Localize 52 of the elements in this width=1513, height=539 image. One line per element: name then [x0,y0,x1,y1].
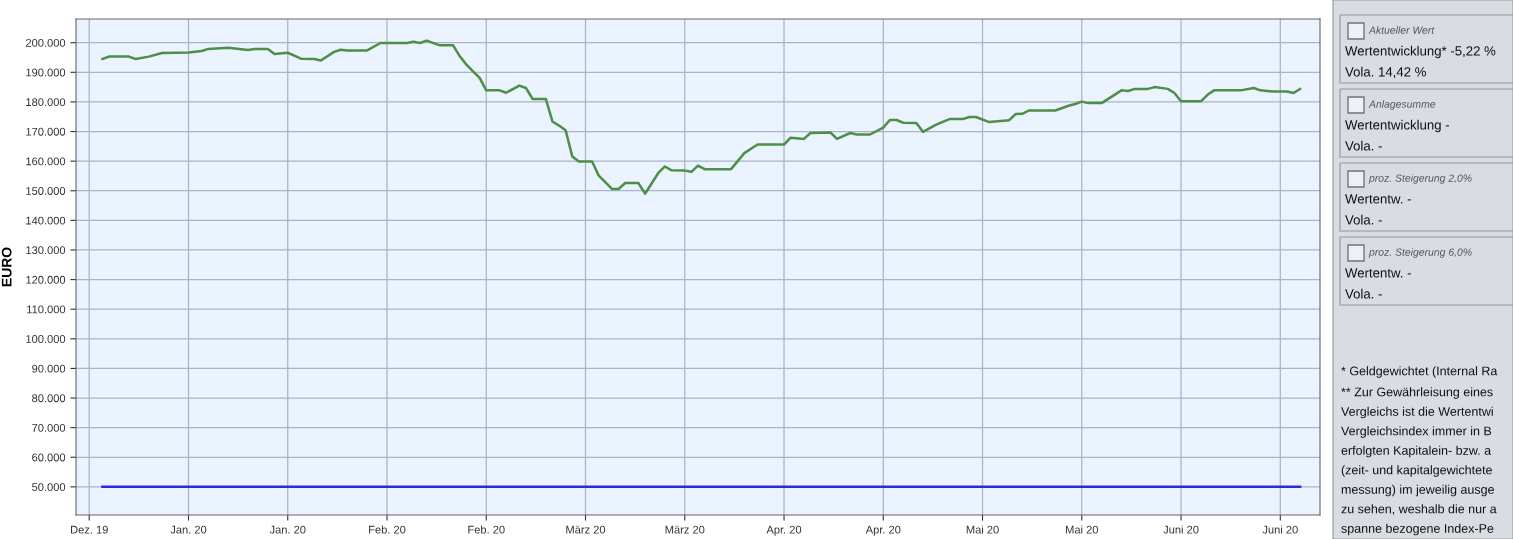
text: Wertentwicklung - [1345,119,1450,133]
y-tick-label: 110.000 [27,305,66,314]
x-tick-label: Jan. 20 [269,525,306,534]
text: ** Zur Gewährleisung eines [1341,387,1493,399]
text: Vergleichs ist die Wertentwi [1341,406,1493,419]
x-tick-label: Mai 20 [966,525,999,534]
x-tick-label: Feb. 20 [369,525,406,534]
y-tick-label: 50.000 [32,483,66,491]
text: zu sehen, weshalb die nur a [1341,504,1497,515]
y-tick-label: 180.000 [26,98,66,107]
y-tick-label: 140.000 [26,216,66,225]
x-tick-label: Feb. 20 [468,525,505,534]
y-tick-label: 70.000 [32,423,66,432]
x-tick-label: Apr. 20 [766,525,802,536]
y-tick-label: 80.000 [32,394,66,403]
y-tick-label: 130.000 [26,246,66,255]
x-tick-label: März 20 [665,525,705,534]
y-axis-title: EURO [1,247,12,287]
text: Vola. - [1345,214,1382,225]
text: erfolgten Kapitalein- bzw. a [1341,445,1492,458]
x-tick-label: Apr. 20 [865,525,901,536]
text: Vola. 14,42 % [1345,66,1426,79]
text: messung) im jeweilig ausge [1341,484,1494,497]
y-tick-label: 90.000 [32,364,66,373]
text: Vergleichsindex immer in B [1341,426,1492,438]
x-tick-label: Dez. 19 [71,525,108,534]
y-tick-label: 160.000 [26,157,66,166]
y-tick-label: 60.000 [32,453,66,462]
y-tick-label: 100.000 [26,335,66,343]
text: Vola. - [1345,140,1382,151]
y-tick-label: 190.000 [26,68,66,77]
text: Vola. - [1345,288,1382,299]
text: proz. Steigerung 2,0% [1368,174,1472,184]
text: proz. Steigerung 6,0% [1368,248,1472,258]
text: Wertentw. - [1345,268,1411,278]
x-tick-label: März 20 [566,525,606,534]
text: Wertentw. - [1345,194,1411,204]
y-tick-label: 120.000 [26,275,66,284]
text: (zeit- und kapitalgewichtete [1341,465,1492,477]
x-tick-label: Jan. 20 [170,525,207,534]
x-tick-label: Mai 20 [1066,525,1099,534]
x-tick-label: Juni 20 [1262,525,1298,534]
y-tick-label: 200.000 [25,38,66,47]
text: Wertentwicklung* -5,22 % [1345,45,1496,59]
line-series [101,39,1302,195]
text: Aktueller Wert [1368,26,1435,34]
y-tick-label: 150.000 [26,187,66,195]
x-tick-label: Juni 20 [1163,525,1199,534]
text: * Geldgewichtet (Internal Ra [1341,366,1498,378]
text: spanne bezogene Index-Pe [1341,523,1494,536]
text: Anlagesumme [1368,100,1436,110]
y-tick-label: 170.000 [26,127,66,136]
